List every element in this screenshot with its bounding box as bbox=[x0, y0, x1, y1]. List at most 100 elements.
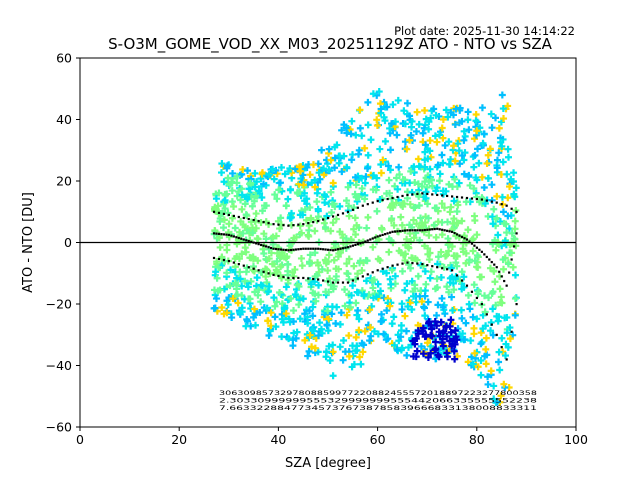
scatter-point bbox=[361, 327, 369, 335]
scatter-point bbox=[309, 289, 317, 297]
scatter-point bbox=[214, 263, 222, 271]
scatter-point bbox=[225, 220, 233, 228]
mean-point bbox=[317, 247, 320, 250]
upper-std-point bbox=[446, 194, 449, 198]
scatter-point bbox=[481, 200, 489, 208]
scatter-point bbox=[238, 191, 246, 199]
lower-std-point bbox=[247, 266, 250, 269]
mean-point bbox=[257, 243, 260, 246]
scatter-point bbox=[216, 286, 224, 294]
scatter-point bbox=[214, 202, 222, 210]
scatter-point bbox=[273, 298, 281, 306]
scatter-point bbox=[350, 225, 358, 233]
scatter-point bbox=[257, 175, 265, 183]
scatter-point bbox=[493, 398, 501, 406]
lower-std-point bbox=[317, 278, 320, 281]
mean-point bbox=[215, 232, 218, 235]
scatter-point bbox=[453, 262, 461, 270]
upper-std-point bbox=[346, 210, 350, 213]
scatter-point bbox=[275, 186, 283, 194]
lower-std-point bbox=[242, 264, 245, 267]
scatter-point bbox=[228, 198, 236, 206]
scatter-point bbox=[296, 211, 304, 219]
scatter-point bbox=[465, 256, 473, 264]
scatter-point bbox=[506, 324, 514, 332]
mean-point bbox=[431, 228, 434, 231]
scatter-point bbox=[306, 331, 314, 339]
scatter-point bbox=[406, 299, 414, 307]
scatter-point bbox=[466, 181, 474, 189]
scatter-point bbox=[253, 178, 261, 186]
scatter-point bbox=[352, 333, 360, 341]
upper-std-point bbox=[267, 222, 270, 225]
statistics-curves bbox=[212, 192, 518, 361]
scatter-point bbox=[421, 107, 429, 115]
lower-std-point bbox=[406, 261, 409, 264]
scatter-point bbox=[233, 252, 241, 260]
mean-point bbox=[505, 284, 508, 287]
scatter-point bbox=[454, 201, 462, 209]
lower-std-point bbox=[451, 269, 454, 272]
scatter-point bbox=[424, 214, 432, 222]
x-tick-label: 80 bbox=[469, 432, 485, 447]
scatter-point bbox=[250, 313, 258, 321]
scatter-point bbox=[496, 366, 504, 374]
scatter-point bbox=[299, 171, 307, 179]
upper-std-point bbox=[465, 196, 469, 200]
scatter-point bbox=[286, 186, 294, 194]
scatter-point bbox=[366, 324, 374, 332]
mean-point bbox=[232, 235, 235, 238]
scatter-point bbox=[426, 147, 434, 155]
upper-std-point bbox=[386, 197, 389, 201]
scatter-point bbox=[259, 282, 267, 290]
mean-point bbox=[396, 230, 399, 233]
upper-std-point bbox=[277, 223, 280, 226]
upper-std-point bbox=[307, 222, 310, 225]
scatter-point bbox=[233, 281, 241, 289]
scatter-point bbox=[495, 348, 503, 356]
scatter-point bbox=[490, 267, 498, 275]
mean-point bbox=[314, 247, 317, 250]
scatter-point bbox=[443, 283, 451, 291]
upper-std-point bbox=[212, 210, 216, 213]
scatter-point bbox=[424, 298, 432, 306]
lower-std-point bbox=[431, 265, 434, 268]
scatter-point bbox=[458, 268, 466, 276]
scatter-point bbox=[425, 125, 433, 133]
scatter-point bbox=[458, 217, 466, 225]
scatter-point bbox=[285, 315, 293, 323]
scatter-point bbox=[289, 237, 297, 245]
mean-point bbox=[485, 255, 488, 259]
lower-std-point bbox=[361, 275, 364, 278]
bin-count-row: 7.66332288477345737673878583966683313800… bbox=[219, 405, 537, 412]
scatter-point bbox=[269, 165, 277, 173]
mean-point bbox=[269, 246, 273, 250]
upper-std-point bbox=[247, 217, 250, 221]
scatter-point bbox=[358, 266, 366, 274]
scatter-point bbox=[378, 310, 386, 318]
mean-point bbox=[403, 229, 407, 232]
scatter-point bbox=[324, 307, 332, 315]
mean-point bbox=[376, 235, 379, 238]
scatter-point bbox=[315, 332, 323, 340]
scatter-point bbox=[282, 283, 290, 291]
outlier-point bbox=[425, 318, 433, 326]
upper-std-point bbox=[505, 204, 508, 207]
scatter-point bbox=[350, 262, 358, 270]
scatter-point bbox=[377, 287, 385, 295]
mean-point bbox=[277, 248, 280, 251]
scatter-point bbox=[410, 234, 418, 242]
scatter-point bbox=[322, 288, 330, 296]
scatter-point bbox=[242, 268, 250, 276]
mean-point bbox=[359, 242, 362, 245]
scatter-point bbox=[422, 115, 430, 123]
scatter-point bbox=[301, 205, 309, 213]
scatter-point bbox=[314, 259, 322, 267]
scatter-point bbox=[323, 321, 331, 329]
scatter-point bbox=[389, 101, 397, 109]
scatter-point bbox=[488, 213, 496, 221]
scatter-point bbox=[497, 138, 505, 146]
scatter-point bbox=[510, 235, 518, 243]
mean-point bbox=[443, 229, 446, 232]
scatter-point bbox=[231, 224, 239, 232]
